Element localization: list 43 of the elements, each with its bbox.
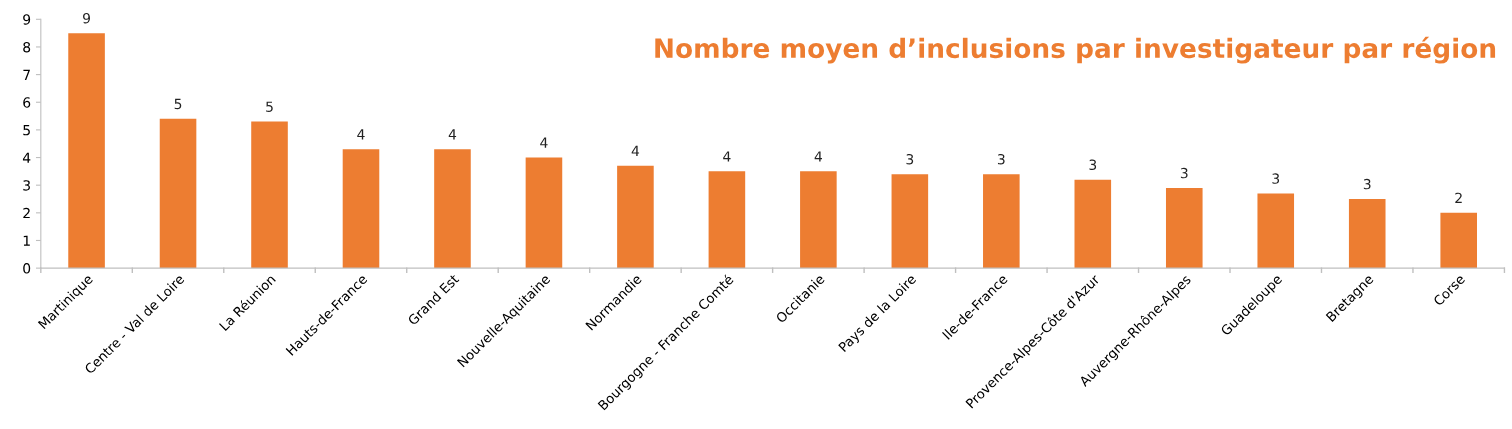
bar <box>1348 199 1386 269</box>
y-tick-label: 2 <box>23 207 30 219</box>
y-tick-label: 3 <box>23 180 30 191</box>
y-tick-label: 6 <box>23 97 31 108</box>
y-tick-label: 9 <box>23 14 31 25</box>
data-label: 4 <box>723 151 731 162</box>
data-label: 5 <box>266 101 273 112</box>
data-label: 4 <box>814 151 823 162</box>
bar <box>342 149 380 269</box>
bar <box>1074 179 1112 269</box>
data-label: 4 <box>631 145 640 156</box>
y-tick-label: 8 <box>23 41 31 53</box>
data-label: 5 <box>174 98 182 110</box>
data-label: 3 <box>906 153 914 165</box>
y-tick-label: 1 <box>23 235 30 246</box>
data-label: 9 <box>83 12 90 24</box>
bar <box>983 174 1020 269</box>
bar <box>1440 212 1477 269</box>
bar <box>159 118 197 269</box>
data-label: 3 <box>1180 167 1188 179</box>
bar <box>708 171 746 269</box>
bar <box>617 165 654 269</box>
bar <box>891 174 929 269</box>
bar <box>1257 193 1295 269</box>
bar <box>525 157 563 269</box>
bar <box>434 149 471 269</box>
bar <box>251 121 288 269</box>
y-tick-label: 0 <box>23 263 31 274</box>
data-label: 4 <box>357 129 365 140</box>
bar <box>1165 187 1203 269</box>
data-label: 4 <box>540 137 548 148</box>
text: Nombre moyen d’inclusions par investigateur par région <box>655 36 1496 64</box>
y-tick-label: 4 <box>22 152 31 163</box>
bar <box>68 33 105 269</box>
data-label: 3 <box>997 153 1005 165</box>
data-label: 3 <box>1363 178 1371 190</box>
bar <box>800 171 837 269</box>
data-label: 3 <box>1272 173 1280 184</box>
data-label: 2 <box>1455 192 1462 203</box>
data-label: 3 <box>1089 159 1097 171</box>
y-tick-label: 7 <box>23 69 30 80</box>
data-label: 4 <box>448 129 457 140</box>
y-tick-label: 5 <box>23 125 30 136</box>
